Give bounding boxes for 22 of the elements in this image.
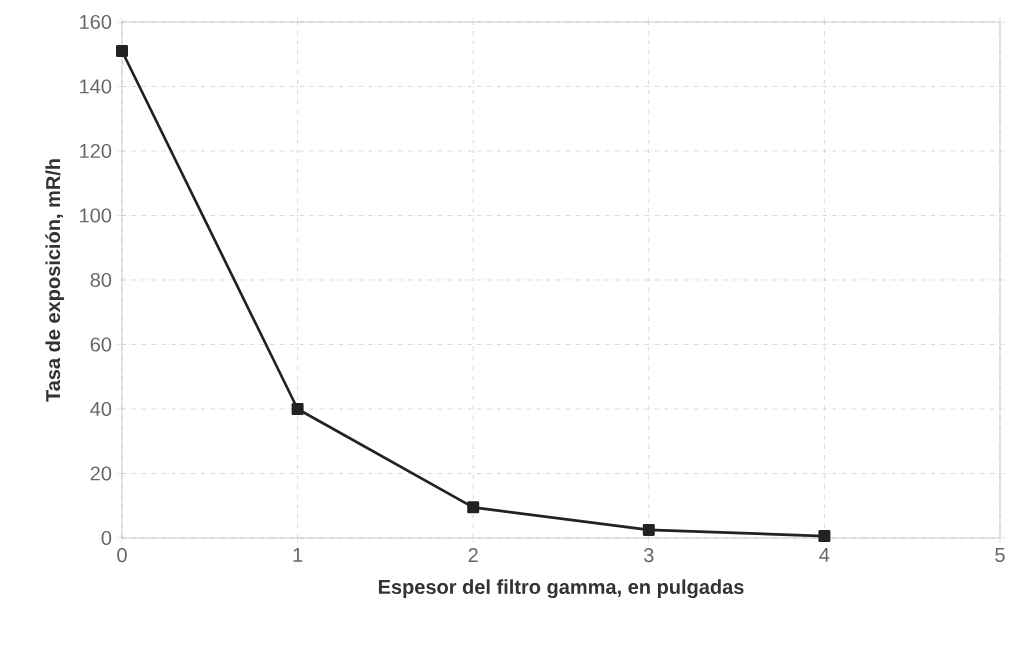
point — [116, 45, 129, 58]
x-tick-label: 3 — [643, 548, 654, 563]
point — [642, 523, 655, 536]
y-tick-label: 100 — [80, 208, 112, 223]
x-tick-label: 5 — [995, 548, 1005, 562]
x-tick-label: 0 — [117, 548, 127, 563]
y-tick-label: 160 — [80, 14, 112, 30]
y-tick-label: 0 — [101, 530, 112, 546]
x-tick-label: 4 — [819, 548, 830, 562]
y-tick-label: 60 — [90, 337, 112, 352]
y-tick-label: 80 — [90, 272, 112, 288]
y-tick-label: 120 — [80, 143, 112, 159]
y-tick-label: 20 — [90, 466, 112, 481]
point — [467, 501, 480, 514]
y-tick-label: 40 — [90, 401, 112, 417]
y-tick-label: 140 — [80, 79, 112, 94]
x-tick-label: 2 — [468, 548, 478, 562]
point — [291, 402, 304, 415]
x-axis-title: Espesor del filtro gamma, en pulgadas — [378, 579, 744, 599]
x-tick-label: 1 — [293, 548, 303, 562]
point — [818, 530, 831, 543]
y-axis-title: Tasa de exposición, mR/h — [45, 159, 65, 402]
